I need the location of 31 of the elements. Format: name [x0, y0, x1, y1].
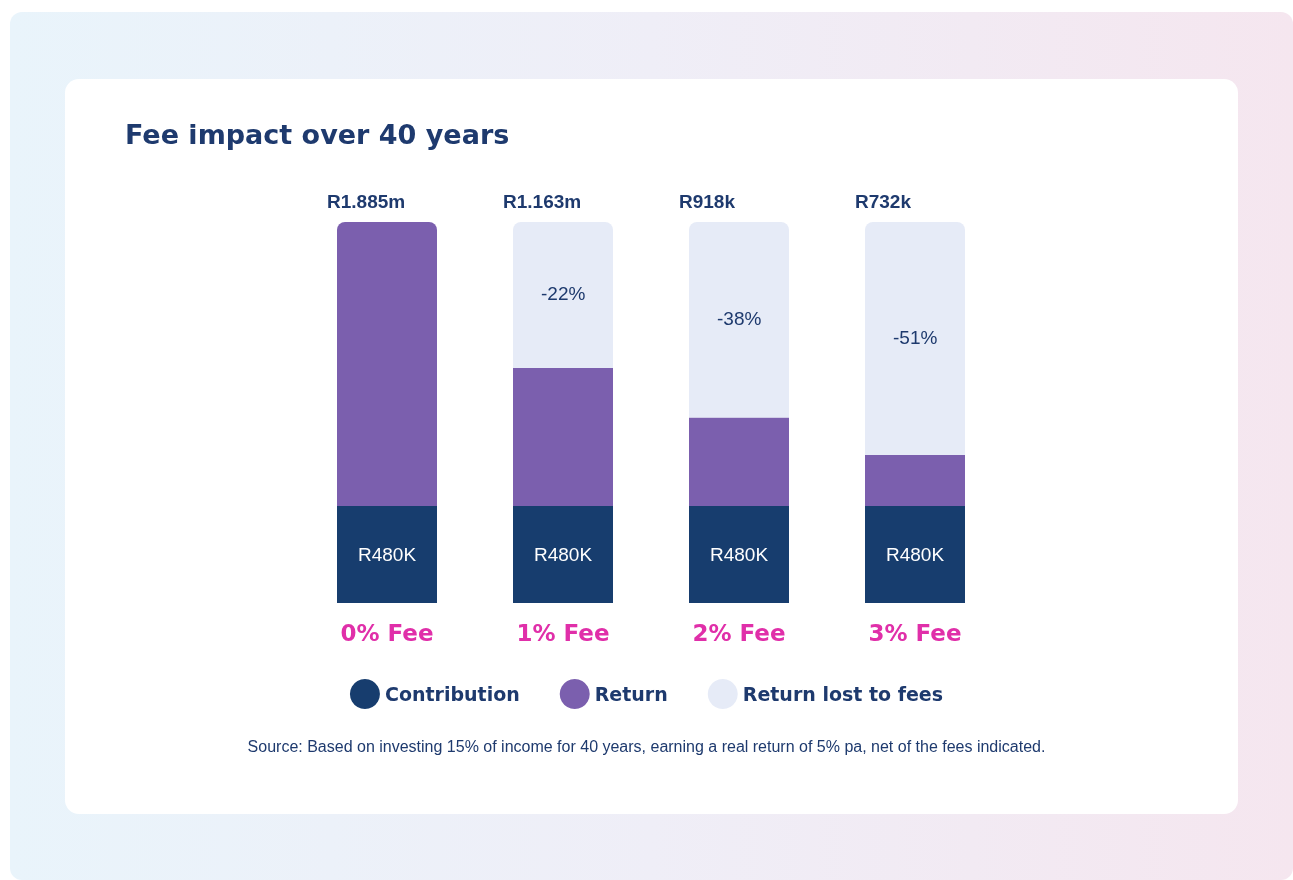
bar — [865, 222, 965, 456]
bar — [337, 222, 437, 506]
legend-label: Return — [594, 683, 668, 705]
bar — [513, 505, 613, 603]
bar — [689, 222, 789, 418]
data-label: R480K — [709, 543, 769, 565]
annotation: -38% — [717, 307, 762, 329]
x-tick-label: 2% Fee — [692, 619, 786, 646]
total-label: R1.885m — [327, 191, 406, 212]
chart-title: Fee impact over 40 years — [125, 119, 510, 150]
bar — [865, 455, 965, 506]
x-tick-label: 0% Fee — [340, 619, 434, 646]
data-label: R480K — [533, 543, 593, 565]
bar — [689, 505, 789, 603]
x-tick-label: 3% Fee — [868, 619, 962, 646]
annotation: -22% — [541, 282, 586, 304]
bar — [337, 505, 437, 603]
annotation: -51% — [893, 326, 938, 348]
data-label: R480K — [357, 543, 417, 565]
bar — [513, 367, 613, 506]
source-note: Source: Based on investing 15% of income for 40 years, earning a real return of 5% pa, net of the fees indicated. — [247, 737, 1046, 755]
legend-label: Contribution — [384, 683, 520, 705]
total-label: R732k — [855, 191, 912, 212]
bar — [689, 417, 789, 506]
bar — [513, 222, 613, 368]
bar — [865, 505, 965, 603]
data-label: R480K — [885, 543, 945, 565]
total-label: R1.163m — [503, 191, 582, 212]
total-label: R918k — [679, 191, 736, 212]
x-tick-label: 1% Fee — [516, 619, 610, 646]
legend-label: Return lost to fees — [742, 683, 944, 705]
